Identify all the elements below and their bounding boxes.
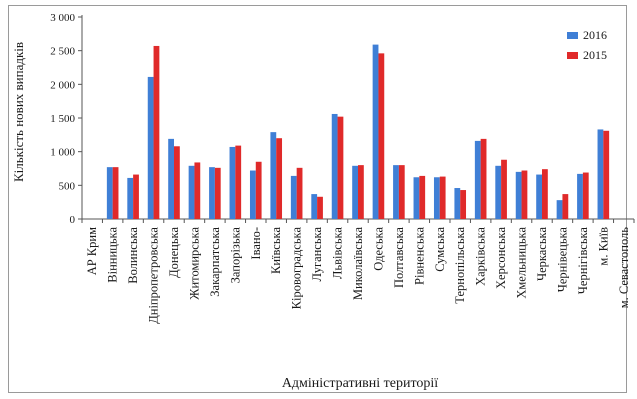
x-tick-label: Запорізька	[228, 227, 242, 284]
x-tick-label: Київська	[269, 227, 283, 274]
y-tick-label: 0	[70, 214, 76, 226]
y-tick-label: 2 000	[50, 79, 75, 91]
x-tick-label: Тернопільська	[453, 227, 467, 304]
x-tick-label: Чернігівська	[576, 227, 590, 295]
x-tick-label: Волинська	[126, 227, 140, 284]
bar-2015-8	[255, 161, 262, 219]
x-tick-label: Харківська	[474, 227, 488, 286]
x-tick-label: Хмельницька	[515, 227, 529, 299]
bar-2015-1	[112, 167, 119, 219]
x-tick-label: Донецька	[167, 227, 181, 278]
y-tick-label: 2 500	[50, 46, 75, 58]
bar-2015-4	[174, 146, 180, 219]
x-tick-label: АР Крим	[85, 227, 99, 275]
x-tick-label: Миколаївська	[351, 227, 365, 301]
legend-label-2016: 2016	[583, 28, 607, 42]
x-tick-label: Сумська	[433, 227, 447, 272]
bar-2016-7	[229, 146, 236, 219]
bar-2015-9	[276, 138, 283, 219]
bar-2015-6	[214, 167, 221, 219]
bar-2015-5	[194, 162, 201, 219]
bar-2016-13	[352, 165, 358, 219]
x-tick-label: Кіровоградська	[290, 227, 304, 310]
bar-2015-12	[337, 116, 344, 219]
legend-label-2015: 2015	[583, 48, 607, 62]
x-tick-label: Рівненська	[412, 227, 426, 285]
legend-swatch-2015	[567, 52, 578, 59]
bar-2016-17	[433, 177, 440, 219]
bar-2016-15	[393, 165, 399, 219]
bar-2016-21	[515, 171, 522, 219]
y-tick-label: 1 500	[50, 113, 75, 125]
bar-2016-11	[311, 194, 318, 219]
legend-swatch-2016	[567, 32, 578, 39]
bar-2015-2	[133, 174, 139, 219]
bar-2016-8	[249, 170, 256, 219]
bar-2016-10	[290, 175, 297, 219]
bar-2015-11	[317, 196, 323, 219]
bar-2016-2	[127, 177, 134, 219]
x-axis-label: Адміністративні території	[282, 376, 438, 391]
bar-2015-13	[358, 165, 364, 219]
x-tick-label: Херсонська	[494, 227, 508, 289]
bar-2016-23	[556, 200, 563, 219]
x-tick-label: Дніпропетровська	[147, 227, 161, 324]
bar-2016-14	[372, 44, 379, 220]
legend: 2016 2015	[567, 28, 607, 62]
x-tick-label: Одеська	[371, 227, 385, 271]
bars	[106, 44, 610, 220]
bar-2015-18	[460, 190, 467, 219]
bar-2015-16	[419, 175, 426, 219]
bar-2015-17	[439, 176, 446, 219]
x-tick-label: Полтавська	[392, 227, 406, 288]
bar-2016-6	[209, 167, 215, 219]
bar-2016-16	[413, 177, 420, 219]
bar-2015-15	[398, 165, 405, 219]
x-tick-label: Івано-	[249, 227, 263, 260]
bar-2016-12	[331, 113, 338, 219]
bar-2016-5	[188, 165, 195, 219]
x-tick-label: Вінницька	[106, 227, 120, 283]
x-tick-label: Черкаська	[535, 227, 549, 281]
bar-2016-1	[106, 167, 113, 219]
bar-2016-24	[577, 173, 583, 219]
x-tick-label: м. Київ	[596, 227, 610, 266]
bar-2016-3	[147, 76, 154, 219]
bar-2016-20	[495, 165, 502, 219]
bar-2015-22	[542, 169, 548, 219]
tick-labels: 0 500 1 000 1 500 2 000 2 500 3 000 АР Крим Вінн…	[50, 12, 631, 324]
bar-2015-19	[480, 138, 487, 219]
bar-2016-25	[597, 129, 604, 219]
bar-2015-14	[378, 53, 385, 219]
y-tick-label: 500	[59, 180, 76, 192]
x-tick-label: Житомирська	[187, 227, 201, 300]
y-axis-label: Кількість нових випадків	[11, 42, 26, 182]
x-tick-label: Закарпатська	[208, 227, 222, 297]
bar-2016-9	[270, 132, 277, 219]
bar-2015-3	[153, 45, 160, 219]
y-tick-label: 3 000	[50, 12, 75, 24]
bar-2015-7	[235, 145, 242, 219]
bar-2015-23	[562, 194, 569, 219]
y-tick-label: 1 000	[50, 147, 75, 159]
x-tick-label: Львівська	[331, 227, 345, 280]
bar-2015-24	[582, 172, 589, 219]
x-tick-label: м. Севастополь	[617, 227, 631, 309]
x-tick-label: Луганська	[310, 227, 324, 282]
bar-2016-22	[536, 174, 542, 219]
bar-2015-25	[603, 130, 610, 219]
bar-2016-19	[474, 140, 481, 219]
x-tick-label: Чернівецька	[555, 227, 569, 293]
bar-2016-18	[454, 188, 461, 219]
bar-2015-10	[296, 167, 303, 219]
bar-2015-21	[521, 170, 528, 219]
bar-2016-4	[168, 138, 174, 219]
bar-2015-20	[501, 159, 507, 219]
